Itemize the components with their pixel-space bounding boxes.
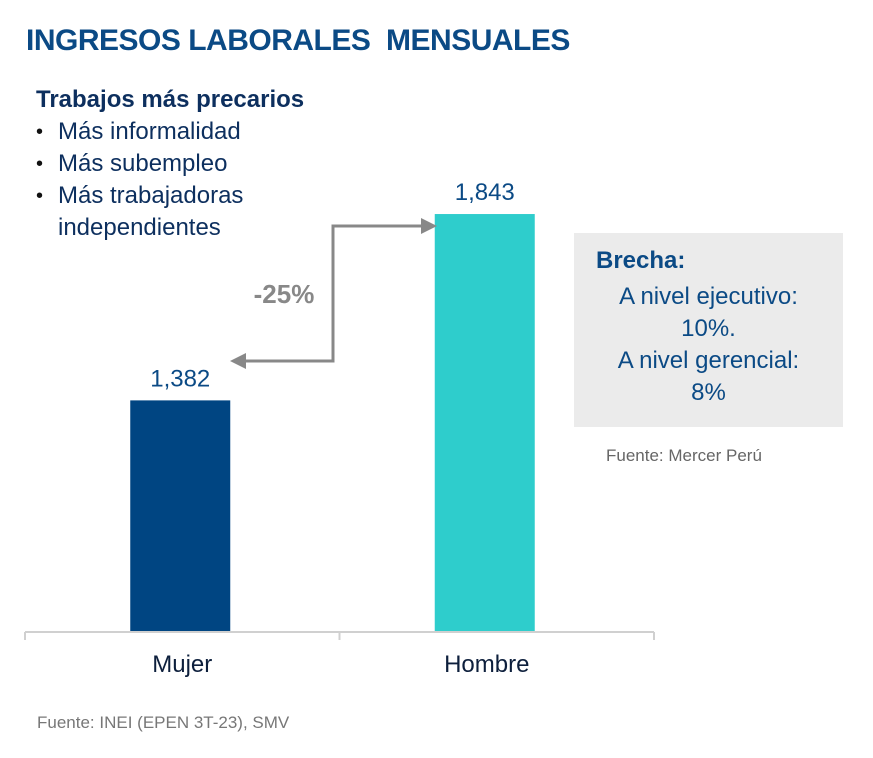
data-label: 1,843	[455, 179, 515, 206]
gap-box: Brecha: A nivel ejecutivo: 10%. A nivel …	[574, 233, 843, 427]
gap-line: 8%	[691, 379, 726, 406]
x-tick-label: Hombre	[444, 651, 529, 678]
list-item: Más trabajadoras	[36, 180, 243, 212]
gap-line: A nivel gerencial:	[617, 347, 800, 374]
list-item: Más informalidad	[36, 116, 243, 148]
bar-hombre	[434, 214, 535, 632]
chart-source: Fuente: INEI (EPEN 3T-23), SMV	[37, 713, 290, 732]
gap-line: A nivel ejecutivo:	[619, 283, 798, 310]
list-item: Más subempleo	[36, 148, 243, 180]
data-label: 1,382	[150, 365, 210, 392]
gap-line: 10%.	[681, 315, 736, 342]
page-title: INGRESOS LABORALES MENSUALES	[26, 24, 570, 57]
arrow-head-left	[230, 353, 246, 369]
difference-arrow	[242, 224, 425, 363]
x-tick-label: Mujer	[152, 651, 212, 678]
list-item: independientes	[58, 214, 221, 241]
gap-heading: Brecha:	[596, 247, 686, 274]
bar-mujer	[130, 400, 231, 632]
notes-list: Más informalidad Más subempleo Más traba…	[36, 116, 243, 244]
arrow-head-right	[421, 218, 437, 234]
gap-source: Fuente: Mercer Perú	[606, 446, 762, 465]
difference-label: -25%	[254, 279, 315, 309]
notes-heading: Trabajos más precarios	[36, 86, 305, 113]
